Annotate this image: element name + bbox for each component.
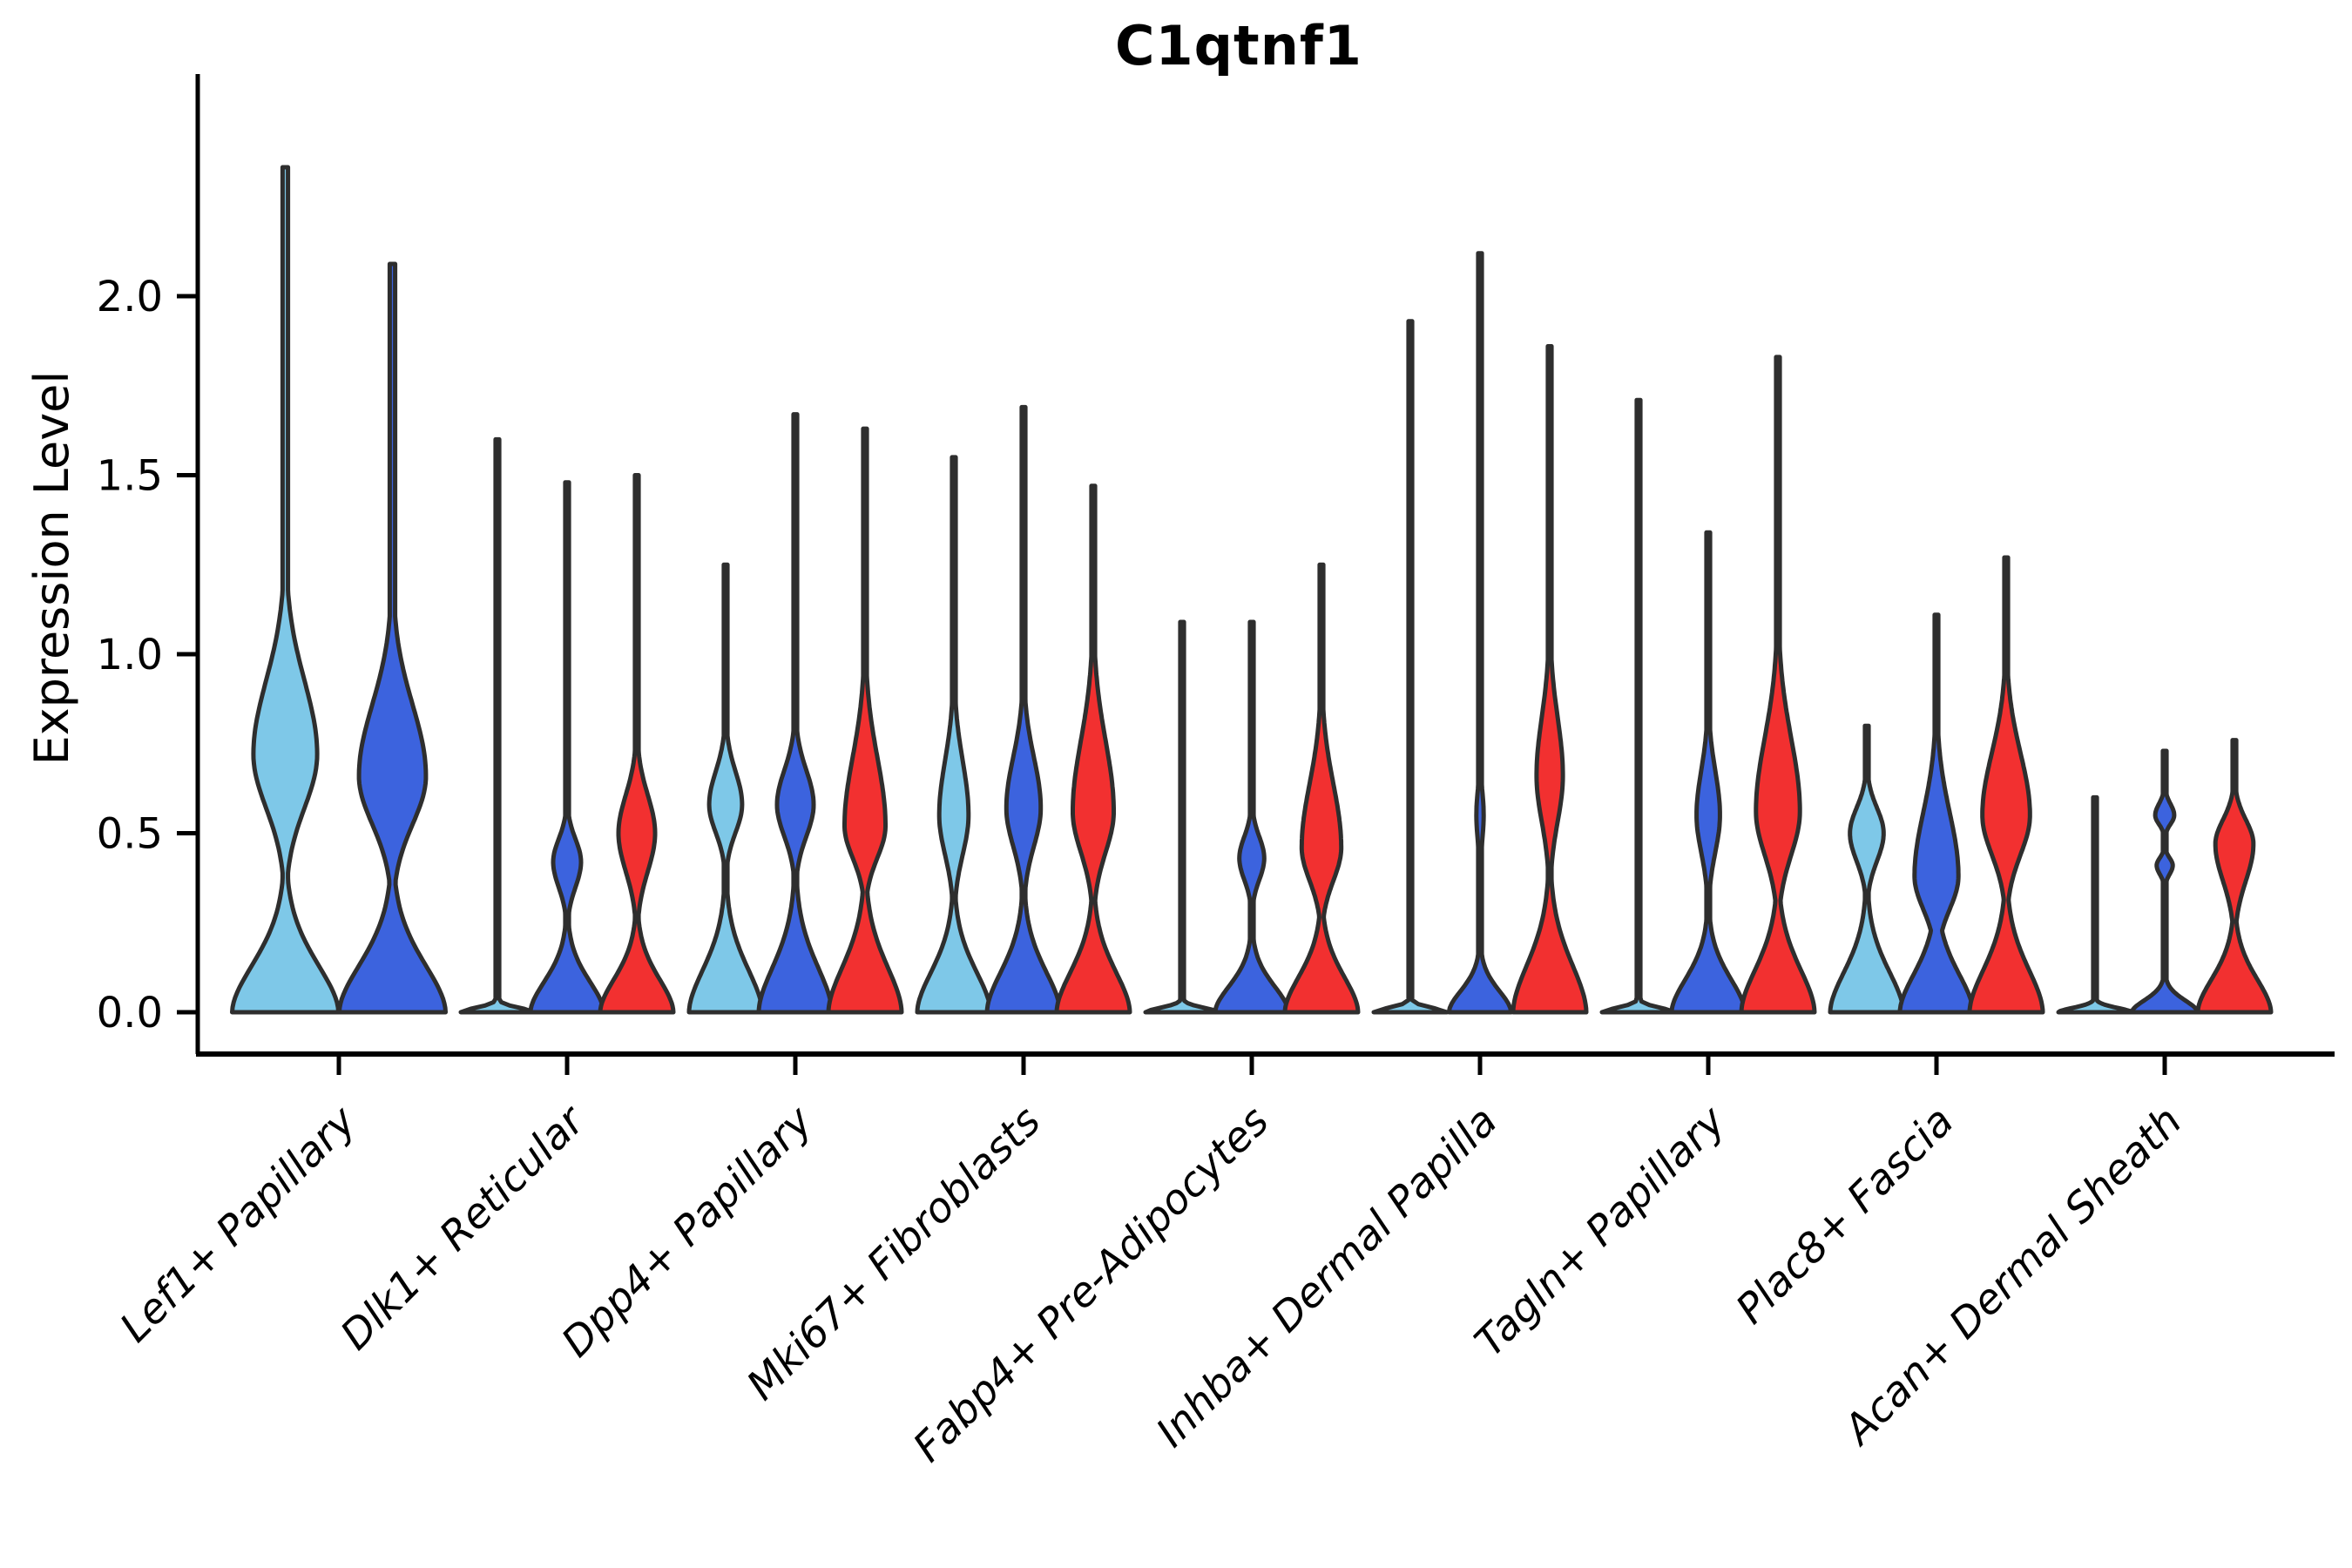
x-tick-label: Lef1+ Papillary <box>111 1097 366 1352</box>
violin-light-blue-4 <box>915 455 993 1015</box>
violin-red-4 <box>1054 483 1132 1015</box>
y-tick-label: 1.5 <box>97 452 163 501</box>
chart-title: C1qtnf1 <box>1115 14 1362 78</box>
violin-dark-blue-6 <box>1446 251 1514 1015</box>
x-tick-label: Tagln+ Papillary <box>1466 1097 1736 1367</box>
violin-dark-blue-7 <box>1669 530 1747 1015</box>
violin-red-6 <box>1511 344 1589 1015</box>
violin-red-9 <box>2195 738 2274 1015</box>
violin-light-blue-6 <box>1371 319 1450 1015</box>
violin-light-blue-1 <box>230 165 341 1015</box>
x-tick-label: Dlk1+ Reticular <box>332 1096 596 1360</box>
violin-light-blue-8 <box>1828 723 1906 1015</box>
violin-light-blue-2 <box>458 436 537 1015</box>
violin-red-2 <box>598 473 676 1015</box>
violin-light-blue-5 <box>1143 619 1221 1015</box>
x-tick-label: Plac8+ Fascia <box>1727 1098 1963 1334</box>
y-tick-label: 0.0 <box>97 989 163 1037</box>
violin-light-blue-3 <box>686 562 765 1015</box>
violin-red-5 <box>1282 562 1361 1015</box>
violin-dark-blue-8 <box>1897 612 1976 1015</box>
violin-light-blue-9 <box>2056 794 2134 1015</box>
violin-dark-blue-3 <box>756 412 835 1015</box>
violin-dark-blue-9 <box>2129 748 2200 1015</box>
violin-dark-blue-2 <box>528 480 606 1015</box>
violin-red-8 <box>1967 555 2045 1015</box>
violin-dark-blue-1 <box>337 261 448 1015</box>
x-tick-label: Dpp4+ Papillary <box>552 1097 822 1367</box>
violin-red-7 <box>1739 355 1817 1015</box>
y-axis-label: Expression Level <box>24 370 79 766</box>
violin-dark-blue-5 <box>1213 619 1291 1015</box>
violin-dark-blue-4 <box>984 404 1063 1015</box>
y-tick-label: 2.0 <box>97 273 163 321</box>
y-tick-label: 1.0 <box>97 631 163 679</box>
y-tick-label: 0.5 <box>97 810 163 859</box>
violin-red-3 <box>826 426 904 1015</box>
violin-light-blue-7 <box>1599 397 1678 1015</box>
